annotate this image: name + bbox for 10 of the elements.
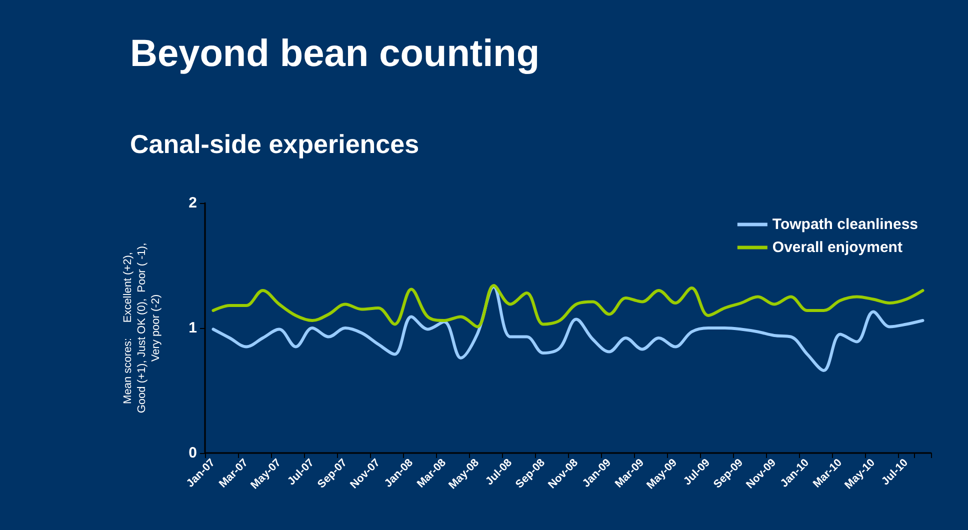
y-tick-label: 1 bbox=[188, 320, 197, 336]
y-tick-label: 0 bbox=[188, 444, 197, 462]
y-tick-label: 2 bbox=[188, 194, 197, 212]
legend-label: Towpath cleanliness bbox=[772, 216, 918, 233]
y-axis-title: Mean scores: Excellent (+2), Good (+1), Just OK (0), Poor ( -1), Very poor (-2) bbox=[122, 242, 162, 414]
line-series bbox=[212, 285, 924, 372]
legend-label: Overall enjoyment bbox=[772, 239, 902, 256]
chart-title: Beyond bean counting bbox=[130, 33, 540, 75]
chart-subtitle: Canal-side experiences bbox=[130, 129, 420, 159]
line-series bbox=[212, 284, 924, 328]
